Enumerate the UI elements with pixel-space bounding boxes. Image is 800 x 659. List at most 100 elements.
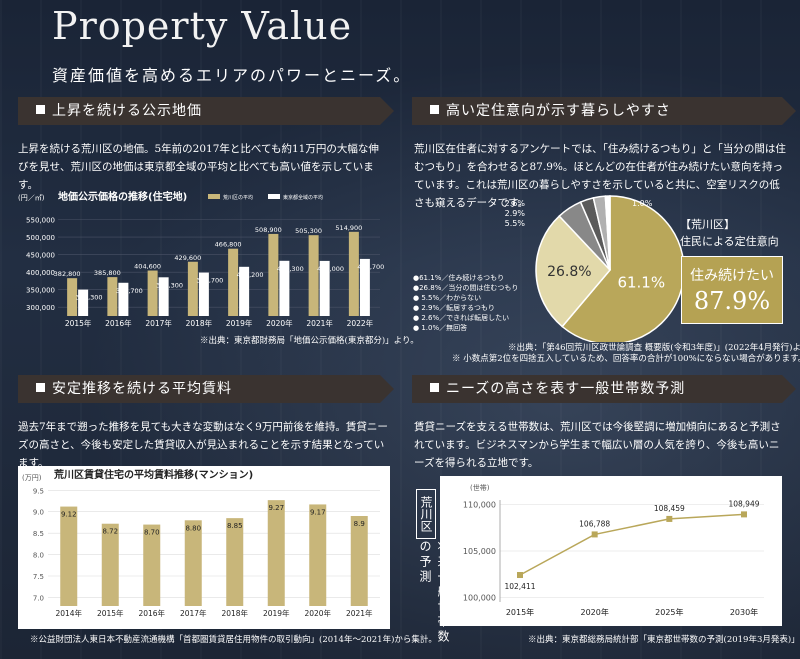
section-heading-stay: 高い定住意向が示す暮らしやすさ — [446, 103, 671, 119]
chart3-bar-label: 9.27 — [268, 504, 284, 512]
page-subtitle: 資産価値を高めるエリアのパワーとニーズ。 — [52, 66, 412, 85]
chart1-xtick: 2018年 — [186, 318, 213, 328]
chart3-ytick: 7.5 — [33, 573, 44, 581]
households-side-tag: 荒川区 — [416, 489, 436, 539]
land-price-chart-svg: (円／㎡) 地価公示価格の推移(住宅地) 荒川区の平均 東京都全域の平均 550,000… — [18, 190, 384, 328]
chart2-slice — [604, 195, 611, 271]
stay-highlight-box: 住み続けたい 87.9% — [681, 256, 783, 324]
chart1-bar — [319, 260, 330, 316]
chart1-bar — [78, 289, 89, 316]
chart4-point — [517, 572, 523, 579]
chart1-xtick: 2022年 — [347, 318, 374, 328]
chart3-bar — [143, 524, 161, 606]
chart1-bar-label: 514,900 — [335, 224, 362, 232]
chart1-legend-label: 東京都全域の平均 — [283, 194, 323, 201]
stay-source-1: ※出典：「第46回荒川区政世論調査 概要版(令和3年度)」(2022年4月発行)… — [508, 343, 800, 353]
chart4-ytick: 100,000 — [463, 593, 496, 602]
section-header-households: ニーズの高さを表す一般世帯数予測 — [412, 375, 796, 403]
chart1-bar-label: 432,000 — [317, 265, 344, 273]
chart3-bar-label: 8.9 — [354, 520, 365, 528]
chart1-xtick: 2015年 — [65, 318, 92, 328]
chart1-ytick: 350,000 — [26, 287, 55, 295]
chart1-bar-label: 382,800 — [54, 270, 81, 278]
chart3-bar — [309, 504, 327, 606]
chart1-ytick: 450,000 — [26, 252, 55, 260]
chart3-bar — [101, 523, 119, 606]
chart1-bar — [228, 248, 239, 316]
chart1-bar — [268, 233, 279, 316]
chart1-bar-label: 429,600 — [174, 254, 201, 262]
rent-chart-svg: (万円) 荒川区賃貸住宅の平均賃料推移(マンション) 9.5 9.0 8.5 8.0 7.5… — [22, 468, 380, 618]
chart2-legend-item: ● 5.5%／わからない — [413, 294, 481, 302]
chart1-bar — [118, 282, 129, 316]
chart1-ytick: 400,000 — [26, 269, 55, 277]
chart3-bar-label: 8.80 — [185, 524, 201, 532]
chart2-slice — [535, 215, 612, 328]
section-heading-households: ニーズの高さを表す一般世帯数予測 — [446, 381, 686, 397]
chart1-bar-label: 415,200 — [237, 271, 264, 279]
chart1-xtick: 2016年 — [105, 318, 132, 328]
stay-box-label: 住み続けたい — [690, 268, 774, 284]
chart1-bar — [198, 272, 209, 316]
chart2-legend-item: ● 1.0%／無回答 — [413, 323, 467, 332]
chart1-bar — [348, 231, 359, 316]
chart1-bar — [147, 270, 158, 316]
chart4-ytick: 105,000 — [463, 547, 496, 556]
rent-chart: (万円) 荒川区賃貸住宅の平均賃料推移(マンション) 9.5 9.0 8.5 8.0 7.5… — [18, 466, 390, 629]
rent-description: 過去7年まで遡った推移を見ても大きな変動はなく9万円前後を維持。賃貸ニーズの高さ… — [18, 421, 388, 469]
stay-pie-title: 【荒川区】 住民による定住意向 — [680, 216, 779, 250]
chart1-title: 地価公示価格の推移(住宅地) — [58, 190, 187, 203]
chart4-ytick: 110,000 — [463, 501, 496, 510]
chart3-bar-label: 8.85 — [227, 522, 243, 530]
land-price-chart: (円／㎡) 地価公示価格の推移(住宅地) 荒川区の平均 東京都全域の平均 550,000… — [18, 188, 390, 343]
chart3-bar — [350, 516, 368, 606]
households-chart-svg: (世帯) 110,000 105,000 100,000 102,411 2015年 106… — [463, 483, 764, 617]
chart2-legend-item: ●61.1%／住み続けるつもり — [413, 273, 504, 282]
land-description: 上昇を続ける荒川区の地価。5年前の2017年と比べても約11万円の大幅な伸びを見… — [18, 143, 379, 191]
stay-description: 荒川区在住者に対するアンケートでは、「住み続けるつもり」と「当分の間は住むつもり… — [414, 143, 786, 209]
chart3-bar — [60, 506, 78, 606]
chart2-legend-item: ● 2.6%／できれば転居したい — [413, 313, 509, 322]
stay-pie-chart: 61.1% 26.8% 5.5% 2.9% 2.6% 1.0% ●61.1%／住み続けるつも… — [400, 192, 800, 345]
chart4-point-label: 106,788 — [579, 519, 610, 528]
stay-source-2: ※ 小数点第2位を四捨五入しているため、回答率の合計が100%にならない場合があ… — [452, 354, 800, 364]
chart1-bar — [67, 278, 78, 316]
section-header-stay: 高い定住意向が示す暮らしやすさ — [412, 97, 796, 125]
chart2-slice-label: 61.1% — [617, 273, 665, 291]
households-source: ※出典：東京都総務局統計部「東京都世帯数の予測(2019年3月発表)」より。 — [528, 635, 800, 645]
chart3-ytick: 9.5 — [33, 487, 44, 495]
rent-source: ※公益財団法人東日本不動産流通機構「首都圏賃貸居住用物件の取引動向」(2014年… — [30, 635, 437, 645]
section-heading-rent: 安定推移を続ける平均賃料 — [52, 381, 232, 397]
chart1-bar-label: 398,700 — [196, 277, 223, 285]
chart4-point-label: 108,459 — [654, 504, 685, 513]
square-bullet-icon — [430, 383, 439, 392]
chart4-point — [591, 531, 598, 538]
chart2-slice-label: 1.0% — [632, 199, 653, 208]
chart1-xtick: 2020年 — [266, 318, 293, 328]
chart1-bar-label: 432,300 — [277, 265, 304, 273]
chart4-ylabel: (世帯) — [470, 483, 490, 492]
chart1-bar-label: 505,300 — [295, 227, 322, 235]
households-description: 賃貸ニーズを支える世帯数は、荒川区では今後堅調に増加傾向にあると予測されています… — [414, 421, 781, 469]
chart1-bar — [239, 266, 250, 316]
chart4-xtick: 2025年 — [655, 607, 683, 617]
chart2-legend-item: ●26.8%／当分の間は住むつもり — [413, 283, 518, 292]
chart3-bar-label: 9.17 — [310, 508, 326, 516]
chart1-bar-label: 404,600 — [134, 263, 161, 271]
chart1-ytick: 300,000 — [26, 304, 55, 312]
section-header-land: 上昇を続ける公示地価 — [18, 97, 394, 125]
square-bullet-icon — [430, 105, 439, 114]
chart3-ylabel: (万円) — [22, 474, 42, 482]
chart1-xtick: 2019年 — [226, 318, 253, 328]
chart1-bar — [279, 260, 290, 316]
chart4-xtick: 2020年 — [580, 607, 608, 617]
chart2-slice-label: 2.9% — [505, 209, 526, 218]
chart3-ytick: 9.0 — [33, 509, 44, 517]
chart1-legend-swatch — [268, 194, 280, 199]
chart4-xtick: 2030年 — [730, 607, 758, 617]
chart3-bar — [184, 520, 202, 606]
chart3-bar-label: 9.12 — [61, 511, 77, 519]
chart3-xtick: 2016年 — [138, 608, 165, 618]
square-bullet-icon — [36, 105, 45, 114]
chart4-xtick: 2015年 — [506, 607, 534, 617]
